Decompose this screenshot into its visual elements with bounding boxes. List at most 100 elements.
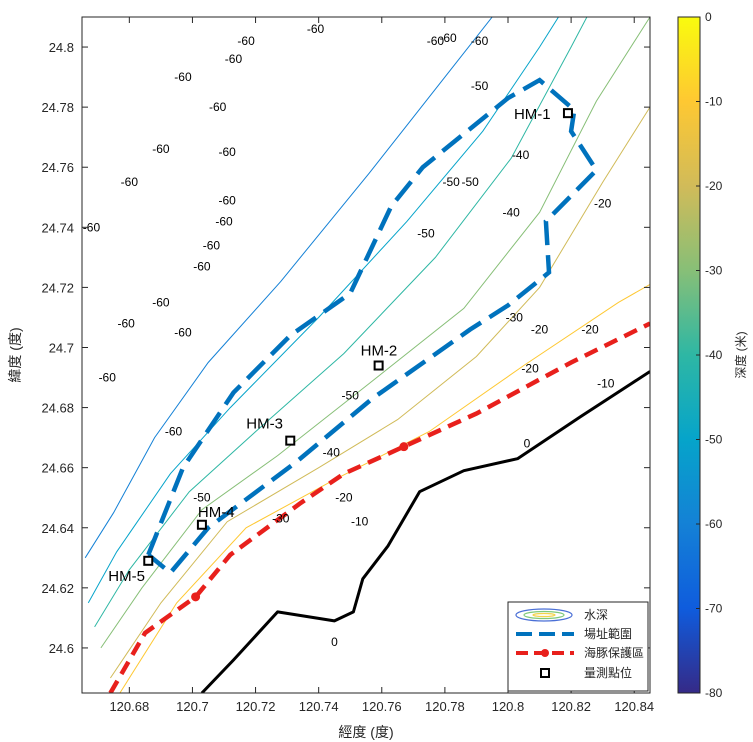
contour-label: -20 [335,491,353,505]
colorbar-tick-label: -30 [705,264,723,278]
colorbar-tick-label: -70 [705,602,723,616]
contour-label: -10 [597,377,615,391]
y-tick-label: 24.74 [41,220,74,235]
measurement-point-label: HM-5 [108,568,145,585]
legend-label-points: 量測點位 [584,665,632,680]
coastline [200,370,650,693]
x-tick-label: 120.82 [551,699,591,714]
colorbar-ticks: 0 -10 -20 -30 -40 -50 -60 -70 -80 [696,10,723,700]
contour-label: -30 [272,512,290,526]
dolphin-line-marker [191,592,201,602]
contour-label: -50 [471,79,489,93]
site-boundary-layer [146,77,600,576]
coastline-layer [200,370,650,693]
y-tick-label: 24.6 [49,641,74,656]
colorbar-tick-label: -40 [705,348,723,362]
y-tick-label: 24.7 [49,340,74,355]
y-tick-label: 24.76 [41,160,74,175]
contour-label-layer: -60-60-60-60-60-60-60 -60-60 -60-60-60-60-… [83,22,615,649]
contour-label: -60 [209,100,227,114]
y-tick-label: 24.78 [41,100,74,115]
contour-label: -20 [594,196,612,210]
colorbar-tick-label: 0 [705,10,712,24]
contour-label: -60 [237,34,255,48]
y-axis-ticks: 24.6 24.62 24.64 24.66 24.68 24.7 24.72 24.74 24… [41,40,650,656]
plot-area [82,17,650,693]
measurement-point [285,435,296,446]
legend-item-dolphin: 海豚保護區 [516,645,644,660]
contour-label: -60 [118,316,136,330]
dolphin-protection-line [108,321,650,693]
contour-label: -20 [531,322,549,336]
measurement-points-layer: HM-1 HM-2 HM-3 HM-4 HM-5 [108,106,573,585]
x-axis-ticks: 120.68 120.7 120.72 120.74 120.76 120.78 120.8… [109,17,654,714]
x-tick-label: 120.68 [109,699,149,714]
y-tick-label: 24.62 [41,581,74,596]
contour-label: -60 [218,145,236,159]
contour-label: -50 [443,175,461,189]
contour-label: -50 [461,175,479,189]
site-boundary [146,77,600,576]
contour-label: -40 [512,148,530,162]
contour-label: -60 [165,425,183,439]
contour-label: -60 [152,142,170,156]
legend-item-points: 量測點位 [540,665,632,680]
x-axis-label: 經度 (度) [338,724,393,740]
contour-line-20 [109,106,650,679]
contour-label: -60 [307,22,325,36]
x-tick-label: 120.84 [614,699,654,714]
x-tick-label: 120.8 [492,699,525,714]
colorbar-tick-label: -80 [705,686,723,700]
measurement-point [373,360,384,371]
colorbar-tick-label: -50 [705,433,723,447]
x-tick-label: 120.7 [176,699,209,714]
contour-label: -60 [471,34,489,48]
contour-label: -60 [152,295,170,309]
contour-label: -60 [203,238,221,252]
contour-label: -60 [427,34,445,48]
y-tick-label: 24.66 [41,461,74,476]
contour-label: -60 [193,259,211,273]
legend-label-depth: 水深 [584,608,608,622]
legend-item-site: 場址範圍 [516,626,632,641]
contour-layer [84,17,650,693]
legend: 水深 場址範圍 海豚保護區 量測點位 [507,601,649,692]
colorbar-tick-label: -20 [705,179,723,193]
plot-frame [81,16,651,694]
contour-label: -60 [439,31,457,45]
contour-label: -60 [99,371,117,385]
contour-line-30 [100,17,650,649]
contour-label: -60 [174,70,192,84]
y-tick-label: 24.64 [41,521,74,536]
legend-dolphin-marker [541,649,549,657]
contour-label: -20 [521,362,539,376]
measurement-point-label: HM-4 [198,504,235,521]
contour-label: 0 [524,437,531,451]
contour-label: -50 [342,389,360,403]
measurement-point-label: HM-1 [514,106,551,123]
legend-label-site: 場址範圍 [584,626,632,641]
legend-depth-swatch-outer [515,608,573,622]
measurement-point-label: HM-2 [361,343,398,360]
contour-label: -40 [502,205,520,219]
x-tick-label: 120.78 [425,699,465,714]
y-tick-label: 24.68 [41,401,74,416]
colorbar-label: 深度 (米) [733,331,748,378]
measurement-point [143,555,154,566]
legend-point-swatch [540,668,550,678]
contour-line-50 [87,17,559,604]
contour-label: -50 [417,226,435,240]
contour-line-40 [94,17,588,628]
dolphin-line-marker [399,442,409,452]
dolphin-protection-layer [108,321,650,693]
legend-item-depth: 水深 [515,608,608,622]
measurement-point-label: HM-3 [246,416,283,433]
contour-label: -60 [121,175,139,189]
y-tick-label: 24.72 [41,280,74,295]
contour-label: -60 [174,325,192,339]
contour-label: -50 [193,491,211,505]
x-tick-label: 120.74 [299,699,339,714]
y-tick-label: 24.8 [49,40,74,55]
legend-label-dolphin: 海豚保護區 [584,645,644,660]
